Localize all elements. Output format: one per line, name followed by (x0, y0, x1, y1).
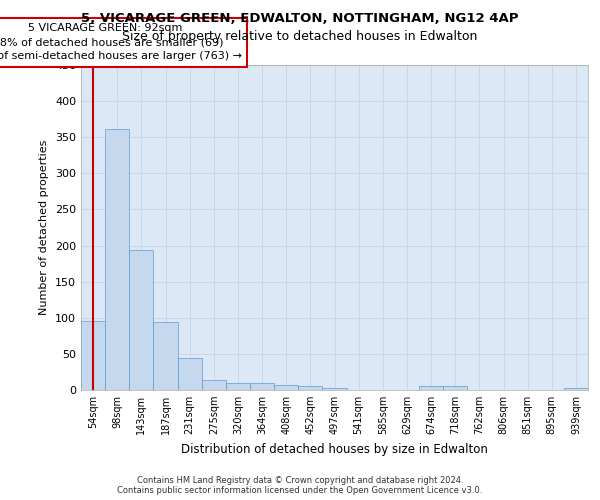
Text: 5 VICARAGE GREEN: 92sqm
← 8% of detached houses are smaller (69)
92% of semi-det: 5 VICARAGE GREEN: 92sqm ← 8% of detached… (0, 24, 242, 62)
Bar (443, 386, 467, 390)
Bar (564, 388, 588, 390)
Bar (322, 388, 347, 390)
Text: Size of property relative to detached houses in Edwalton: Size of property relative to detached ho… (122, 30, 478, 43)
Bar (154, 322, 178, 390)
Bar (419, 386, 443, 390)
Bar (298, 386, 322, 390)
Text: Contains public sector information licensed under the Open Government Licence v3: Contains public sector information licen… (118, 486, 482, 495)
X-axis label: Distribution of detached houses by size in Edwalton: Distribution of detached houses by size … (181, 442, 488, 456)
Bar (250, 383, 274, 390)
Bar (105, 128, 129, 390)
Text: 5, VICARAGE GREEN, EDWALTON, NOTTINGHAM, NG12 4AP: 5, VICARAGE GREEN, EDWALTON, NOTTINGHAM,… (81, 12, 519, 26)
Bar (129, 250, 154, 390)
Y-axis label: Number of detached properties: Number of detached properties (40, 140, 49, 315)
Bar (226, 383, 250, 390)
Bar (202, 380, 226, 390)
Text: Contains HM Land Registry data © Crown copyright and database right 2024.: Contains HM Land Registry data © Crown c… (137, 476, 463, 485)
Bar (274, 385, 298, 390)
Bar (81, 320, 105, 390)
Bar (178, 358, 202, 390)
